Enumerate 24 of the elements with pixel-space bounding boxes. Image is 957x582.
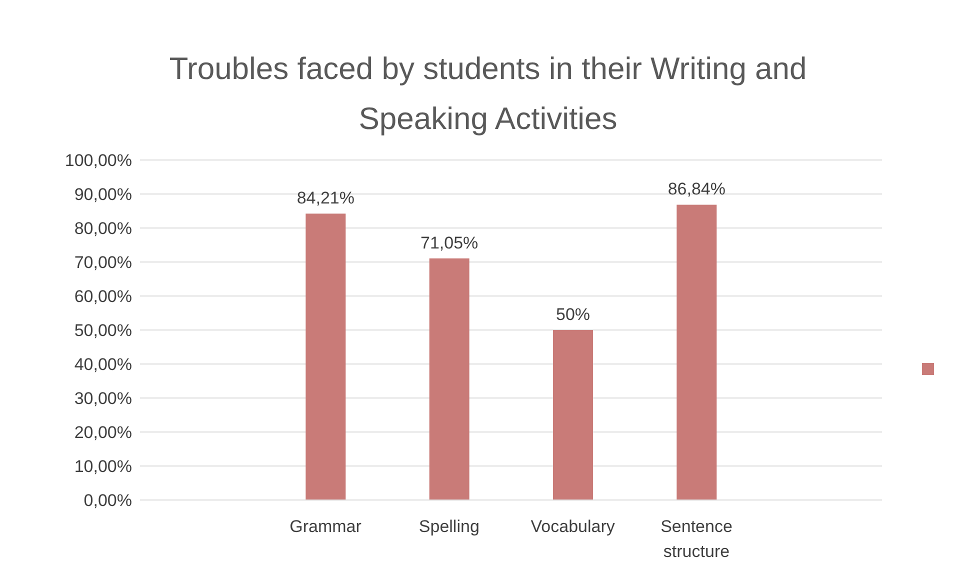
data-label: 86,84% xyxy=(668,180,726,199)
y-tick-label: 100,00% xyxy=(64,151,132,170)
bar xyxy=(676,204,717,500)
y-tick-label: 60,00% xyxy=(74,287,132,306)
y-tick-label: 90,00% xyxy=(74,185,132,204)
y-tick-label: 40,00% xyxy=(74,355,132,374)
data-label: 50% xyxy=(556,305,590,324)
x-tick-label: Grammar xyxy=(290,517,362,536)
y-tick-label: 0,00% xyxy=(84,491,132,510)
y-tick-label: 20,00% xyxy=(74,423,132,442)
bar xyxy=(306,214,346,500)
data-label: 71,05% xyxy=(420,233,478,252)
x-tick-label: Vocabulary xyxy=(530,517,616,536)
x-tick-label: Sentence structure xyxy=(660,517,732,562)
data-label: 84,21% xyxy=(296,188,355,208)
y-tick-label: 80,00% xyxy=(74,219,132,238)
chart-title: Troubles faced by students in their Writing and Speaking Activities xyxy=(168,50,808,138)
y-tick-label: 50,00% xyxy=(74,321,132,340)
bar xyxy=(553,330,593,500)
y-tick-label: 30,00% xyxy=(74,389,132,408)
x-tick-label: Spelling xyxy=(418,517,480,536)
y-tick-label: 10,00% xyxy=(74,457,132,476)
y-tick-label: 70,00% xyxy=(74,253,132,272)
bar xyxy=(429,258,470,500)
